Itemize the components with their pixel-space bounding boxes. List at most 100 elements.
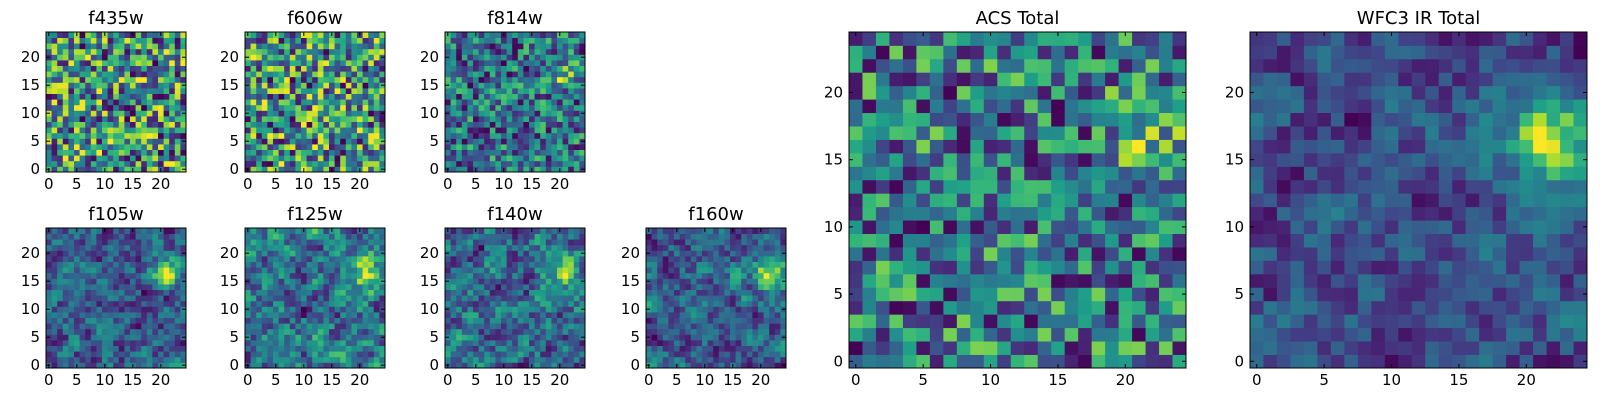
heatmap-cell — [983, 233, 998, 248]
heatmap-cell — [551, 99, 558, 106]
heatmap-cell — [512, 256, 519, 262]
heatmap-cell — [163, 317, 170, 324]
heatmap-cell — [146, 60, 153, 66]
heatmap-cell — [718, 261, 725, 268]
heatmap-cell — [478, 351, 485, 358]
heatmap-cell — [62, 82, 69, 89]
heatmap-cell — [545, 127, 552, 134]
heatmap-cell — [301, 306, 307, 313]
heatmap-cell — [362, 278, 369, 285]
heatmap-cell — [174, 272, 181, 279]
heatmap-cell — [1037, 179, 1052, 194]
heatmap-cell — [107, 32, 114, 38]
heatmap-cell — [278, 256, 285, 262]
heatmap-cell — [495, 127, 502, 134]
heatmap-cell — [746, 306, 753, 313]
heatmap-cell — [646, 256, 652, 262]
heatmap-cell — [351, 328, 358, 335]
heatmap-cell — [158, 289, 164, 296]
heatmap-cell — [752, 362, 759, 369]
heatmap-cell — [534, 345, 541, 352]
heatmap-cell — [351, 71, 358, 78]
heatmap-cell — [329, 93, 335, 100]
heatmap-cell — [529, 138, 535, 145]
heatmap-cell — [261, 76, 268, 83]
heatmap-cell — [306, 300, 313, 307]
heatmap-cell — [90, 166, 97, 173]
heatmap-cell — [180, 104, 187, 111]
heatmap-cell — [267, 317, 274, 324]
heatmap-cell — [51, 300, 58, 307]
heatmap-cell — [445, 155, 451, 162]
heatmap-cell — [379, 351, 386, 358]
heatmap-cell — [478, 76, 485, 83]
heatmap-cell — [523, 323, 530, 330]
heatmap-cell — [62, 312, 69, 318]
heatmap-cell — [329, 345, 335, 352]
heatmap-cell — [273, 155, 279, 162]
heatmap-cell — [758, 328, 764, 335]
heatmap-cell — [696, 233, 703, 240]
heatmap-cell — [534, 351, 541, 358]
heatmap-cell — [62, 144, 69, 150]
y-tick-label: 10 — [420, 104, 439, 122]
heatmap-cell — [724, 289, 731, 296]
heatmap-cell — [57, 116, 64, 122]
heatmap-cell — [329, 155, 335, 162]
heatmap-cell — [102, 121, 108, 128]
heatmap-cell — [96, 295, 103, 302]
heatmap-cell — [461, 328, 468, 335]
x-tick-label: 15 — [123, 175, 142, 193]
heatmap-cell — [461, 48, 468, 55]
heatmap-cell — [956, 220, 971, 234]
heatmap-cell — [345, 306, 352, 313]
heatmap-cell — [57, 228, 64, 234]
heatmap-cell — [1132, 314, 1146, 329]
heatmap-cell — [51, 295, 58, 302]
heatmap-cell — [68, 110, 75, 117]
heatmap-cell — [62, 334, 69, 341]
heatmap-cell — [169, 312, 176, 318]
heatmap-cell — [495, 132, 502, 139]
heatmap-cell — [261, 71, 268, 78]
heatmap-cell — [334, 362, 341, 369]
heatmap-cell — [970, 273, 985, 288]
heatmap-cell — [180, 60, 187, 66]
heatmap-cell — [130, 250, 136, 257]
heatmap-cell — [473, 71, 479, 78]
x-tick-label: 0 — [243, 175, 253, 193]
heatmap-cell — [735, 239, 742, 246]
heatmap-cell — [90, 228, 97, 234]
heatmap-cell — [1105, 260, 1119, 275]
heatmap-cell — [306, 48, 313, 55]
heatmap-cell — [245, 356, 251, 363]
heatmap-cell — [534, 88, 541, 94]
heatmap-cell — [573, 267, 580, 274]
heatmap-cell — [545, 284, 552, 290]
heatmap-cell — [273, 300, 279, 307]
heatmap-cell — [317, 65, 324, 72]
panel-title: f814w — [487, 8, 542, 29]
heatmap-cell — [450, 250, 457, 257]
heatmap-cell — [152, 99, 159, 106]
heatmap-cell — [373, 362, 380, 369]
heatmap-cell — [450, 261, 457, 268]
heatmap-cell — [312, 82, 319, 89]
heatmap-cell — [562, 104, 569, 111]
heatmap-cell — [523, 317, 530, 324]
heatmap-cell — [250, 323, 257, 330]
heatmap-cell — [141, 48, 148, 55]
heatmap-cell — [273, 116, 279, 122]
heatmap-cell — [68, 149, 75, 156]
heatmap-cell — [467, 317, 474, 324]
heatmap-cell — [278, 43, 285, 50]
heatmap-cell — [180, 65, 187, 72]
heatmap-cell — [551, 93, 558, 100]
heatmap-cell — [696, 312, 703, 318]
heatmap-cell — [278, 334, 285, 341]
heatmap-cell — [685, 239, 692, 246]
heatmap-cell — [146, 37, 153, 44]
heatmap-cell — [256, 345, 263, 352]
heatmap-cell — [169, 334, 176, 341]
heatmap-cell — [284, 300, 291, 307]
